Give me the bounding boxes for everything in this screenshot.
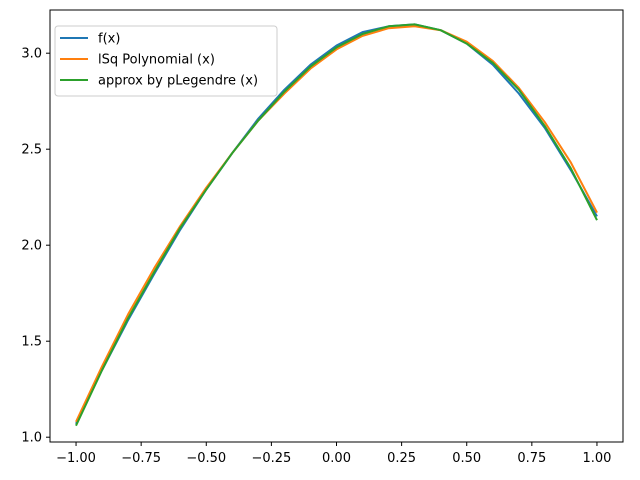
legend: f(x) lSq Polynomial (x) approx by pLegen… [54, 25, 278, 97]
legend-box [54, 25, 278, 97]
y-tick-label: 1.0 [21, 431, 42, 446]
x-tick-label: 0.25 [387, 451, 416, 466]
x-tick-label: 0.75 [517, 451, 546, 466]
y-tick-label: 2.0 [21, 239, 42, 254]
x-tick-label: 0.00 [322, 451, 351, 466]
x-tick-label: 1.00 [582, 451, 611, 466]
series-layer [75, 23, 598, 427]
x-tick-label: −0.75 [121, 451, 161, 466]
legend-label-lsq: lSq Polynomial (x) [98, 53, 215, 68]
y-tick-label: 2.5 [21, 143, 42, 158]
x-axis-ticks: −1.00 −0.75 −0.50 −0.25 0.00 0.25 0.50 0.75 1.00 [56, 442, 611, 466]
x-tick-label: −0.25 [251, 451, 291, 466]
legend-label-f: f(x) [98, 32, 120, 47]
legend-label-plegendre: approx by pLegendre (x) [98, 74, 258, 89]
series-line-2 [75, 23, 598, 427]
y-tick-label: 3.0 [21, 47, 42, 62]
x-tick-label: 0.50 [452, 451, 481, 466]
x-tick-label: −1.00 [56, 451, 96, 466]
x-tick-label: −0.50 [186, 451, 226, 466]
series-line-1 [75, 25, 598, 423]
y-tick-label: 1.5 [21, 335, 42, 350]
y-axis-ticks: 1.0 1.5 2.0 2.5 3.0 [21, 47, 50, 446]
